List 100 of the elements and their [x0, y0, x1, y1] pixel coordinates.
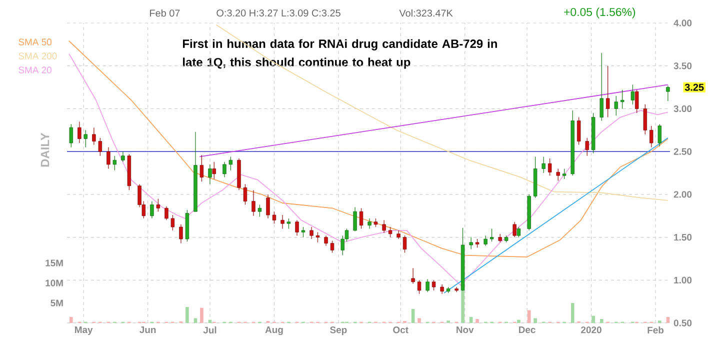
candlestick: [353, 206, 357, 232]
y-tick-label: 3.00: [674, 105, 692, 112]
bar: [476, 319, 479, 323]
candlestick: [212, 162, 216, 180]
line-series: [68, 40, 668, 258]
candlestick: [512, 222, 516, 238]
candlestick: [286, 218, 291, 230]
candlestick: [266, 194, 270, 219]
text: Vol:323.47K: [399, 9, 453, 17]
x-tick-label: Dec: [518, 326, 536, 334]
text: SMA 20: [18, 66, 52, 74]
candlestick: [69, 124, 73, 148]
candlestick: [272, 211, 276, 224]
candlestick: [469, 236, 473, 250]
candlestick: [484, 235, 488, 246]
candlestick: [156, 198, 160, 212]
bar: [534, 318, 537, 323]
y-tick-label: 1.00: [674, 276, 692, 284]
text: Feb 07: [150, 9, 180, 17]
candlestick: [84, 130, 88, 148]
candlestick: [295, 220, 299, 236]
bar: [69, 317, 73, 323]
candlestick: [614, 96, 618, 116]
x-tick-label: Nov: [456, 326, 474, 334]
candlestick: [576, 116, 581, 146]
x-tick-label: May: [75, 326, 93, 335]
x-tick-label: Aug: [265, 326, 283, 336]
bar: [418, 318, 421, 323]
x-tick-label: Jun: [140, 326, 156, 334]
candlestick: [634, 90, 639, 114]
series-label: SMA 50: [18, 38, 52, 46]
candlestick: [280, 214, 284, 230]
x-tick-label: Oct: [393, 326, 408, 334]
bar: [592, 316, 595, 323]
candlestick: [324, 235, 328, 246]
candlestick: [516, 226, 521, 238]
candlestick: [106, 146, 110, 170]
text: DAILY: [40, 132, 50, 167]
candlestick: [208, 164, 212, 184]
annotation: 3.25: [684, 84, 704, 91]
bar: [194, 318, 198, 323]
bar: [600, 319, 604, 323]
y-tick-label: 2.00: [674, 191, 692, 198]
candlestick: [548, 158, 552, 176]
candlestick: [92, 127, 96, 146]
bar: [186, 307, 189, 323]
bar: [527, 310, 531, 323]
candlestick: [650, 126, 654, 148]
candlestick: [252, 190, 256, 216]
candlestick: [258, 204, 262, 218]
candlestick: [562, 168, 566, 180]
candlestick: [164, 206, 168, 220]
candlestick: [411, 268, 415, 284]
bar: [200, 308, 204, 323]
bar: [517, 320, 520, 323]
candlestick: [440, 284, 444, 294]
candlestick: [402, 235, 407, 254]
y2-tick-label: 10M: [46, 280, 63, 286]
candlestick: [600, 52, 604, 122]
candlestick: [179, 224, 183, 244]
candlestick: [490, 228, 494, 242]
x-tick-label: Sep: [330, 326, 347, 336]
candlestick: [658, 124, 662, 147]
candlestick: [606, 66, 610, 118]
y2-tick-label: 5M: [50, 300, 63, 306]
candlestick: [368, 218, 372, 230]
candlestick: [556, 168, 560, 182]
candlestick: [620, 90, 624, 110]
candlestick: [585, 138, 589, 156]
y2-tick-label: 15M: [46, 260, 63, 266]
x-tick-label: 2020: [581, 326, 602, 334]
candlestick: [542, 156, 546, 174]
candlestick: [121, 151, 125, 162]
candlestick: [222, 162, 226, 178]
candlestick: [78, 121, 82, 144]
y-tick-label: 2.50: [674, 148, 692, 155]
line-series: [68, 53, 668, 286]
candlestick: [150, 200, 154, 219]
bar: [411, 309, 415, 323]
text: O:3.20 H:3.27 L:3.09 C:3.25: [216, 9, 340, 17]
candlestick: [310, 226, 314, 240]
bar: [469, 317, 473, 323]
candlestick: [228, 156, 233, 171]
candlestick: [432, 280, 436, 291]
candlestick: [170, 214, 175, 231]
candlestick: [330, 240, 334, 254]
candlestick: [388, 226, 392, 238]
y-tick-label: 1.50: [674, 234, 692, 241]
candlestick: [200, 154, 204, 182]
x-tick-label: Feb: [648, 326, 664, 334]
candlestick: [396, 230, 400, 240]
candlestick: [359, 208, 364, 230]
bar: [570, 303, 574, 323]
text: SMA 200: [18, 52, 57, 60]
candlestick: [98, 138, 102, 156]
y-tick-label: 3.50: [674, 62, 692, 70]
candlestick: [417, 280, 422, 294]
text: +0.05 (1.56%): [564, 8, 636, 18]
candlestick: [112, 156, 117, 171]
candlestick: [243, 184, 248, 206]
